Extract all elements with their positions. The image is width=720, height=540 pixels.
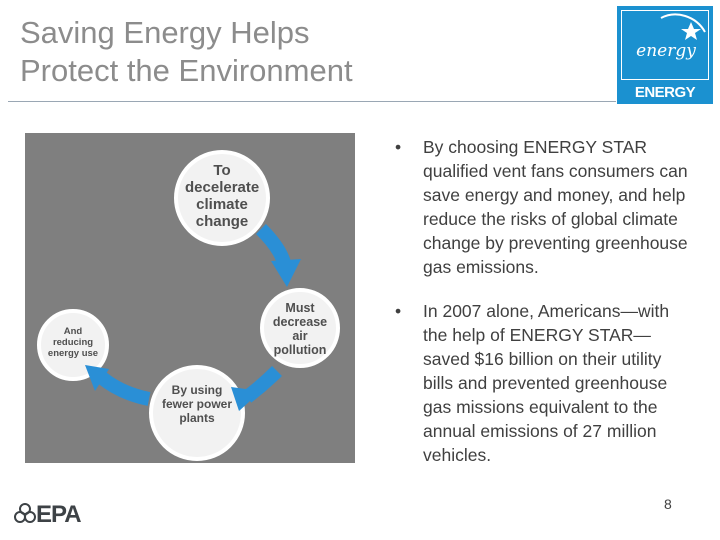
logo-label: ENERGY STAR xyxy=(634,84,696,118)
bullet-marker: • xyxy=(395,137,402,157)
page-number: 8 xyxy=(664,496,672,512)
step2-circle xyxy=(260,288,340,368)
title-line-2: Protect the Environment xyxy=(20,53,353,88)
step1-circle xyxy=(174,150,270,246)
bullet-text: By choosing ENERGY STAR qualified vent f… xyxy=(423,137,688,277)
step4-circle xyxy=(37,309,109,381)
arrow-icon xyxy=(231,366,282,411)
bullet-item: • In 2007 alone, Americans—with the help… xyxy=(393,299,693,467)
title-line-1: Saving Energy Helps xyxy=(20,15,310,50)
step3-circle xyxy=(149,365,245,461)
epa-logo: EPA xyxy=(14,502,84,528)
logo-frame: energy xyxy=(621,10,709,80)
star-swoosh-icon xyxy=(660,13,706,40)
epa-wordmark: EPA xyxy=(36,501,82,528)
bullet-item: • By choosing ENERGY STAR qualified vent… xyxy=(393,135,693,279)
bullet-text: In 2007 alone, Americans—with the help o… xyxy=(423,301,670,465)
energy-star-logo: energy ENERGY STAR xyxy=(617,6,713,118)
step4-label: And reducing energy use xyxy=(47,326,99,359)
arrow-icon xyxy=(85,365,151,406)
step3-label: By using fewer power plants xyxy=(161,383,233,425)
step2-label: Must decrease air pollution xyxy=(272,301,328,357)
epa-flower-icon xyxy=(14,503,36,523)
title-divider xyxy=(8,101,616,102)
bullet-list: • By choosing ENERGY STAR qualified vent… xyxy=(393,135,693,467)
logo-wordmark: energy xyxy=(636,41,696,61)
slide-title: Saving Energy Helps Protect the Environm… xyxy=(20,14,540,90)
energy-cycle-diagram: To decelerate climate change Must decrea… xyxy=(25,133,355,463)
step1-label: To decelerate climate change xyxy=(185,162,260,230)
bullet-marker: • xyxy=(395,301,402,321)
arrow-icon xyxy=(255,224,301,287)
